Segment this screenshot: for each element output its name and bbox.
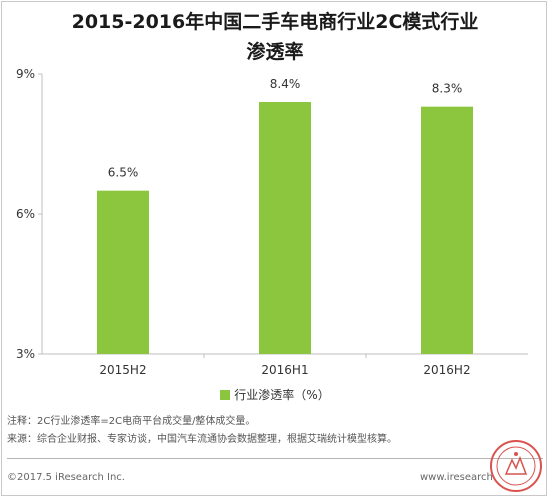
chart-title-line2: 渗透率: [246, 41, 304, 63]
bar: [421, 106, 473, 355]
y-tick-label: 6%: [16, 207, 35, 221]
note-definition: 注释：2C行业渗透率=2C电商平台成交量/整体成交量。: [7, 416, 256, 427]
legend: 行业渗透率（%）: [0, 387, 550, 403]
bar: [97, 190, 149, 354]
y-tick-label: 9%: [16, 67, 35, 81]
website-text: www.iresearch: [420, 472, 493, 483]
bar: [259, 102, 311, 354]
bar-chart: 3% 6% 9% 6.5% 2015H2 8.4% 2016H1 8.3% 2016H2: [16, 67, 528, 377]
x-tick-label: 2016H1: [261, 363, 308, 377]
copyright-text: ©2017.5 iResearch Inc.: [7, 472, 125, 483]
data-label: 6.5%: [108, 166, 139, 180]
legend-label: 行业渗透率（%）: [234, 388, 330, 402]
data-label: 8.4%: [270, 77, 301, 91]
data-label: 8.3%: [432, 82, 463, 96]
legend-swatch: [220, 390, 231, 400]
seal-stamp-icon: [490, 440, 542, 492]
x-tick-label: 2016H2: [423, 363, 470, 377]
note-source: 来源：综合企业财报、专家访谈，中国汽车流通协会数据整理，根据艾瑞统计模型核算。: [7, 434, 397, 445]
footer-divider: [7, 458, 543, 459]
x-tick-label: 2015H2: [99, 363, 146, 377]
chart-title-line1: 2015-2016年中国二手车电商行业2C模式行业: [71, 11, 479, 33]
y-tick-label: 3%: [16, 347, 35, 361]
